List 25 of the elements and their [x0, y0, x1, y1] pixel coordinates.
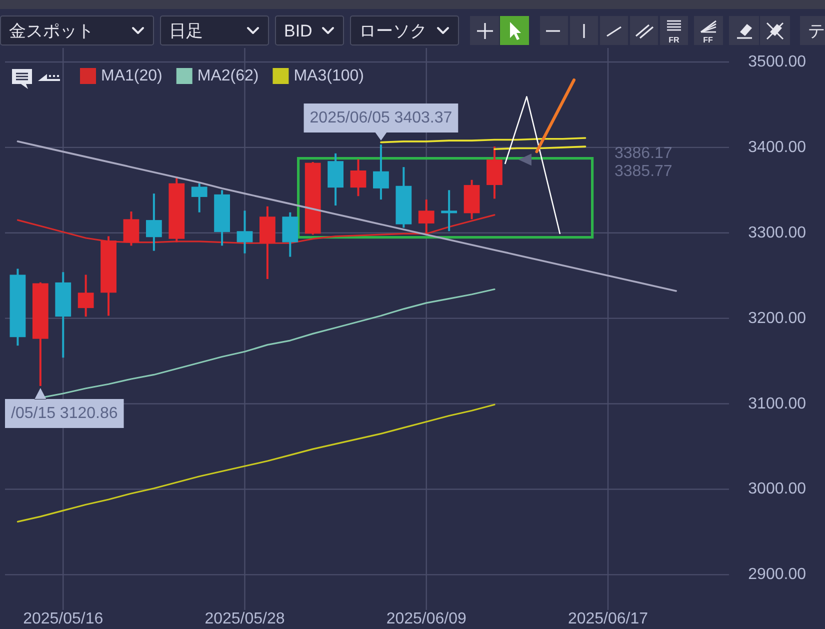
text: BID — [284, 22, 312, 40]
text: 日足 — [169, 22, 203, 40]
y-tick-label: 3300.00 — [748, 224, 806, 242]
x-tick-label: 2025/05/28 — [204, 610, 285, 628]
annotation: 3386.17 — [614, 145, 672, 162]
legend-label: MA1(20) — [101, 68, 162, 84]
x-tick-label: 2025/06/17 — [568, 610, 648, 628]
y-tick-label: 3500.00 — [748, 53, 806, 70]
annotation: 3385.77 — [614, 163, 672, 180]
y-tick-label: 3000.00 — [748, 480, 806, 498]
legend-label: MA2(62) — [197, 68, 259, 84]
legend-label: MA3(100) — [294, 68, 364, 84]
x-tick-label: 2025/06/09 — [386, 610, 467, 628]
y-tick-label: 3100.00 — [748, 395, 806, 412]
annotation: /05/15 3120.86 — [11, 404, 118, 422]
text: FF — [703, 36, 713, 44]
y-tick-label: 2900.00 — [748, 566, 806, 584]
y-tick-label: 3200.00 — [748, 310, 806, 327]
y-tick-label: 3400.00 — [748, 138, 806, 156]
text: FR — [668, 36, 680, 44]
text: テ — [808, 22, 825, 40]
text: ローソク — [359, 22, 427, 40]
chart-title: 金スポット — [9, 22, 94, 40]
annotation: 2025/06/05 3403.37 — [310, 110, 452, 127]
x-tick-label: 2025/05/16 — [23, 610, 104, 628]
